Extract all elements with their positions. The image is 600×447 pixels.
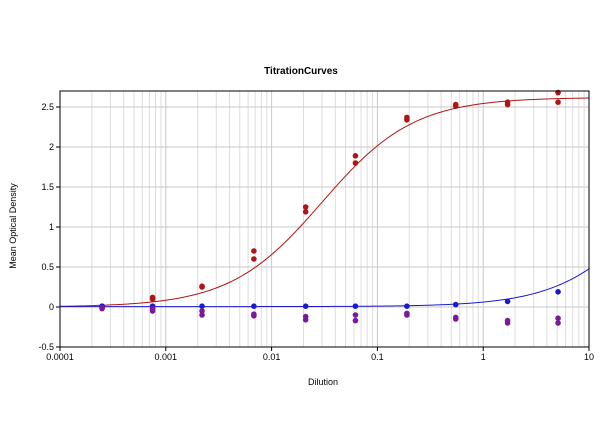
data-point-series-1 <box>199 284 205 290</box>
data-point-series-1 <box>504 101 511 108</box>
y-tick-label: 2.5 <box>41 102 54 112</box>
data-point-series-2 <box>555 289 561 295</box>
data-point-series-2 <box>352 303 359 310</box>
chart-grid <box>59 91 589 348</box>
data-point-series-1 <box>352 160 359 166</box>
data-point-series-3 <box>555 320 561 326</box>
data-point-series-3 <box>99 305 105 312</box>
data-point-series-1 <box>452 103 459 109</box>
data-point-series-3 <box>404 312 410 318</box>
data-point-series-2 <box>302 303 309 310</box>
y-tick-label: 0 <box>49 302 54 312</box>
data-point-series-3 <box>504 320 511 326</box>
data-point-series-2 <box>251 303 257 310</box>
y-tick-label: 1.5 <box>41 182 54 192</box>
data-point-series-1 <box>352 153 359 159</box>
fitted-curves <box>59 97 590 308</box>
data-point-series-1 <box>302 209 309 215</box>
y-tick-label: 2 <box>49 142 54 152</box>
fitted-curve-1 <box>59 97 590 307</box>
data-points <box>99 89 561 326</box>
data-point-series-2 <box>199 303 205 310</box>
data-point-series-2 <box>452 301 459 308</box>
axis-ticks: 0.0001 0.001 0.01 0.1 1 10 -0.5 0 0.5 1 1.5 2 2.5 <box>38 102 594 362</box>
data-point-series-3 <box>352 317 359 324</box>
x-tick-label: 1 <box>481 352 486 362</box>
chart-title: TitrationCurves <box>264 66 338 77</box>
data-point-series-3 <box>555 315 561 322</box>
data-point-series-1 <box>251 248 257 254</box>
y-tick-label: 1 <box>49 222 54 232</box>
data-point-series-1 <box>251 256 257 262</box>
data-point-series-1 <box>404 117 410 123</box>
data-point-series-1 <box>149 296 156 302</box>
x-tick-label: 0.01 <box>263 352 281 362</box>
data-point-series-3 <box>452 316 459 322</box>
data-point-series-2 <box>504 298 511 305</box>
data-point-series-3 <box>352 312 359 318</box>
data-point-series-3 <box>251 313 257 319</box>
y-tick-label: 0.5 <box>41 262 54 272</box>
data-point-series-2 <box>404 303 410 310</box>
x-tick-label: 0.0001 <box>46 352 74 362</box>
data-point-series-1 <box>302 204 309 210</box>
x-tick-label: 0.001 <box>155 352 178 362</box>
data-point-series-3 <box>199 308 205 314</box>
fitted-curve-2 <box>60 268 590 308</box>
x-tick-label: 10 <box>584 352 594 362</box>
data-point-series-3 <box>149 308 156 314</box>
data-point-series-1 <box>555 99 561 105</box>
x-tick-label: 0.1 <box>371 352 384 362</box>
y-axis-label: Mean Optical Density <box>8 183 18 269</box>
x-axis-label: Dilution <box>308 377 338 387</box>
plot-frame <box>59 90 590 348</box>
y-tick-label: -0.5 <box>38 342 54 352</box>
data-point-series-3 <box>199 312 205 318</box>
data-point-series-3 <box>302 317 309 323</box>
